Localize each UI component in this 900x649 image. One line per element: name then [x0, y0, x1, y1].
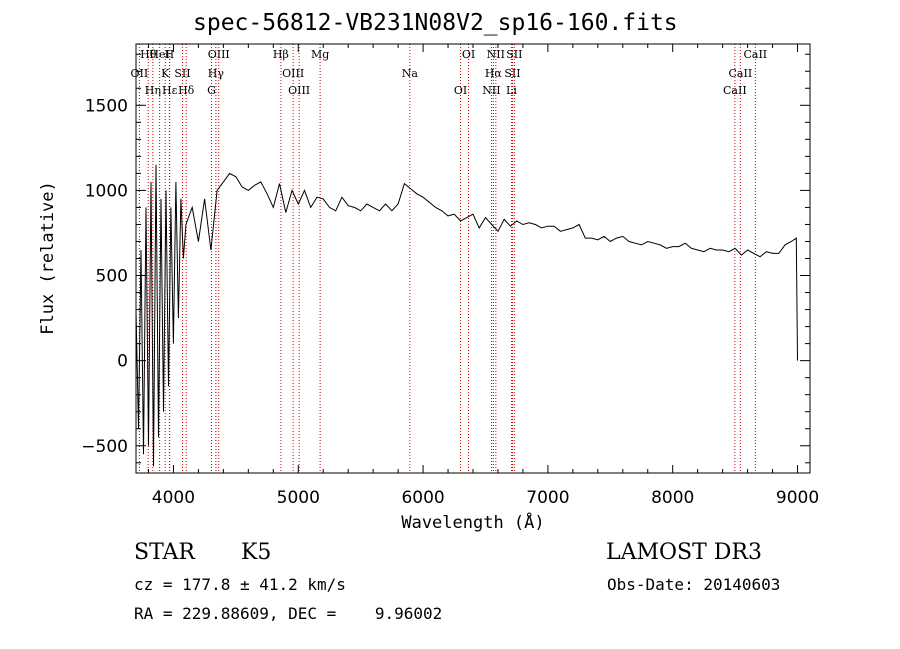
y-tick-label: 1000 [85, 181, 128, 201]
x-tick-label: 5000 [277, 488, 320, 508]
spectral-line-markers [138, 44, 756, 473]
spectral-line-label: OII [131, 67, 149, 80]
spectral-line-label: G [207, 84, 216, 97]
x-tick-label: 9000 [776, 488, 819, 508]
spectral-line-label: OIII [288, 84, 310, 97]
spectral-line-label: NII [482, 84, 500, 97]
x-axis-title: Wavelength (Å) [401, 511, 544, 533]
spectral-line-label: CaII [723, 84, 747, 97]
spectrum-series-line [136, 164, 798, 467]
x-tick-label: 4000 [152, 488, 195, 508]
spectral-line-label: CaII [729, 67, 753, 80]
spectral-line-labels: Hθ OII Hη HeI K Hε H SII Hδ OIII Hγ G Hβ OIII OIII Mg Na… [131, 48, 768, 97]
spectral-line-label: OI [462, 48, 475, 61]
spectral-line-label: Mg [311, 48, 329, 61]
y-tick-label: 500 [96, 267, 128, 287]
y-tick-label: −500 [81, 437, 128, 457]
spectral-line-label: OI [454, 84, 467, 97]
y-axis-ticks: −500 0 500 1000 1500 [81, 53, 810, 464]
redshift-cz: cz = 177.8 ± 41.2 km/s [134, 575, 346, 594]
x-axis-ticks: 4000 5000 6000 7000 8000 9000 [147, 44, 819, 508]
spectral-line-label: SII [504, 67, 520, 80]
spectral-line-label: Hβ [273, 48, 289, 61]
spectral-line-label: Hε [162, 84, 178, 97]
spectral-line-label: Hγ [208, 67, 225, 80]
spectral-line-label: SII [506, 48, 522, 61]
object-class: STAR [134, 540, 195, 565]
y-tick-label: 1500 [85, 96, 128, 116]
spectral-line-label: K [161, 67, 170, 80]
spectral-line-label: OIII [208, 48, 230, 61]
spectral-line-label: HeI [149, 48, 169, 61]
spectral-line-label: Li [506, 84, 517, 97]
chart-title: spec-56812-VB231N08V2_sp16-160.fits [193, 10, 678, 36]
object-subclass: K5 [241, 540, 272, 565]
plot-frame [135, 43, 811, 474]
spectral-line-label: Hη [145, 84, 161, 97]
spectral-line-label: SII [174, 67, 190, 80]
observation-date: Obs-Date: 20140603 [607, 575, 781, 594]
coordinates: RA = 229.88609, DEC = 9.96002 [134, 604, 443, 623]
x-tick-label: 8000 [651, 488, 694, 508]
spectral-line-label: H [165, 48, 175, 61]
x-tick-label: 6000 [401, 488, 444, 508]
spectral-line-label: Hα [485, 67, 503, 80]
spectral-line-label: Hθ [140, 48, 157, 61]
spectral-line-label: Na [402, 67, 419, 80]
spectral-line-label: OIII [282, 67, 304, 80]
survey-name: LAMOST DR3 [606, 540, 762, 565]
spectral-line-label: Hδ [178, 84, 195, 97]
y-axis-title: Flux (relative) [38, 181, 58, 335]
spectral-line-label: CaII [743, 48, 767, 61]
y-tick-label: 0 [117, 352, 128, 372]
x-tick-label: 7000 [526, 488, 569, 508]
spectral-line-label: NII [487, 48, 505, 61]
